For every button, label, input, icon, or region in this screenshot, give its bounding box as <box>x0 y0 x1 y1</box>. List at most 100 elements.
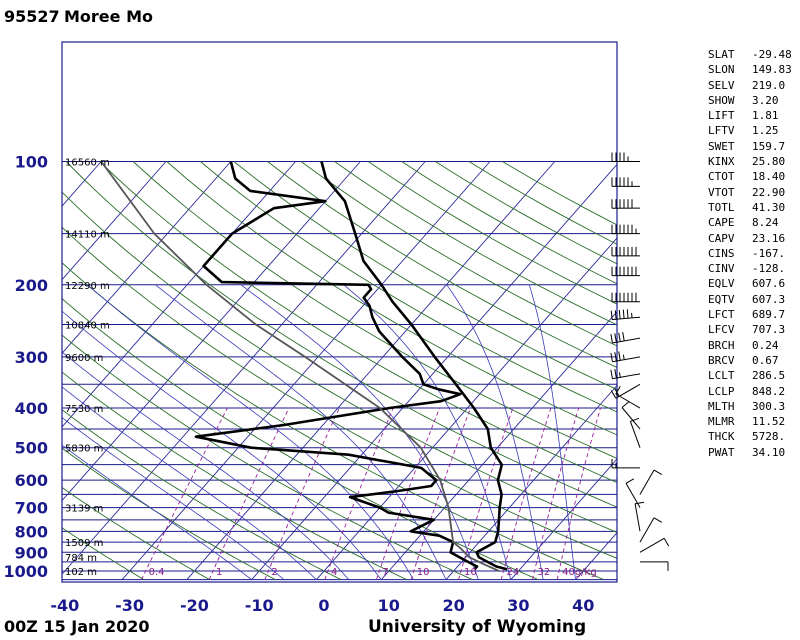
wind-barb <box>610 369 641 380</box>
index-key: THCK <box>708 430 735 444</box>
index-key: CINS <box>708 246 735 260</box>
moist-adiabat-line <box>155 284 447 580</box>
index-key: KINX <box>708 155 735 169</box>
station-id: 95527 <box>4 7 60 26</box>
index-row: MLMR 11.52 <box>708 414 794 429</box>
mixing-ratio-line <box>500 407 552 580</box>
mixing-ratio-label: 0.4 <box>149 567 165 578</box>
isotherm-line <box>62 161 167 281</box>
index-row: LCLT 286.5 <box>708 368 794 383</box>
index-value: -128. <box>752 262 786 276</box>
y-tick-label: 100 <box>15 153 48 172</box>
mixing-ratio-label: 4 <box>331 567 337 578</box>
index-row: SLON 149.83 <box>708 62 794 77</box>
isotherm-line <box>510 458 617 580</box>
index-value: 149.83 <box>752 63 792 77</box>
moist-adiabat-line <box>87 284 414 580</box>
index-value: 848.2 <box>752 384 786 398</box>
height-label: 14110 m <box>65 230 110 241</box>
index-value: 286.5 <box>752 369 786 383</box>
index-row: CTOT 18.40 <box>708 169 794 184</box>
index-row: KINX 25.80 <box>708 154 794 169</box>
y-tick-label: 300 <box>15 348 48 367</box>
x-tick-label: -30 <box>115 596 144 615</box>
dry-adiabat-line <box>166 161 617 436</box>
mixing-ratio-line <box>410 407 471 580</box>
isotherm-line <box>121 161 491 580</box>
moist-adiabat-line <box>343 284 512 580</box>
index-value: 0.24 <box>752 338 779 352</box>
index-value: 3.20 <box>752 93 779 107</box>
station-name: Moree Mo <box>64 7 153 26</box>
index-value: 300.3 <box>752 399 786 413</box>
moist-adiabat-line <box>446 284 544 580</box>
footer-source: University of Wyoming <box>368 617 587 637</box>
index-value: 689.7 <box>752 308 786 322</box>
dry-adiabat-line <box>267 161 617 369</box>
wind-barb <box>639 517 663 543</box>
index-value: 34.10 <box>752 445 786 459</box>
y-tick-label: 1000 <box>3 562 48 581</box>
height-label: 7530 m <box>65 404 103 415</box>
mixing-ratio-label: 10 <box>417 567 430 578</box>
index-key: SHOW <box>708 93 735 107</box>
x-tick-label: 0 <box>318 596 329 615</box>
dry-adiabat-line <box>62 226 617 559</box>
index-row: THCK 5728. <box>708 429 794 444</box>
index-value: -29.48 <box>752 48 792 61</box>
height-label: 3139 m <box>65 504 103 515</box>
moist-adiabat-line <box>62 351 350 580</box>
stability-indices-table: SLAT -29.48 SLON 149.83 SELV 219.0 SHOW 3.20 LIF… <box>708 47 794 460</box>
index-row: TOTL 41.30 <box>708 200 794 215</box>
wind-barb <box>611 199 641 209</box>
isotherm-line <box>62 161 426 575</box>
index-value: 1.81 <box>752 109 779 123</box>
y-tick-label: 700 <box>15 499 48 518</box>
index-value: 0.67 <box>752 353 779 367</box>
index-row: CAPV 23.16 <box>708 231 794 246</box>
plot-area <box>62 160 617 581</box>
plot-frame <box>61 41 618 583</box>
wind-barb <box>639 561 669 571</box>
y-tick-label: 500 <box>15 439 48 458</box>
moist-adiabat-line <box>240 284 479 580</box>
index-key: LFTV <box>708 124 735 138</box>
index-row: EQLV 607.6 <box>708 276 794 291</box>
x-tick-label: 10 <box>378 596 400 615</box>
y-tick-label: 800 <box>15 522 48 541</box>
mixing-ratio-line <box>556 407 601 580</box>
wind-barb <box>639 537 670 553</box>
isotherm-line <box>186 161 556 580</box>
index-row: LFTV 1.25 <box>708 123 794 138</box>
index-key: TOTL <box>708 200 735 214</box>
dry-adiabat-line <box>62 191 617 533</box>
index-value: 25.80 <box>752 155 786 169</box>
wind-barb <box>611 224 641 235</box>
y-tick-label: 400 <box>15 399 48 418</box>
index-value: 219.0 <box>752 78 786 92</box>
mixing-ratio-label: 40g/kg <box>562 567 597 578</box>
dry-adiabat-line <box>233 161 617 390</box>
index-row: LCLP 848.2 <box>708 384 794 399</box>
moist-adiabat-line <box>62 416 285 580</box>
index-key: MLTH <box>708 399 735 413</box>
isotherm-line <box>316 237 617 580</box>
index-value: 607.3 <box>752 292 786 306</box>
dry-adiabat-line <box>132 161 617 459</box>
isotherm-line <box>62 161 361 502</box>
x-tick-label: 30 <box>507 596 529 615</box>
wind-barb <box>611 152 640 162</box>
index-row: MLTH 300.3 <box>708 399 794 414</box>
index-key: EQTV <box>708 292 735 306</box>
height-label: 9600 m <box>65 353 103 364</box>
height-label: 10840 m <box>65 321 110 332</box>
index-value: 11.52 <box>752 415 786 429</box>
index-row: SELV 219.0 <box>708 78 794 93</box>
index-key: MLMR <box>708 415 735 429</box>
mixing-ratio-label: 2 <box>271 567 277 578</box>
height-label: 5830 m <box>65 444 103 455</box>
index-value: 1.25 <box>752 124 779 138</box>
index-row: SLAT -29.48 <box>708 47 794 62</box>
mixing-ratio-label: 16 <box>464 567 477 578</box>
